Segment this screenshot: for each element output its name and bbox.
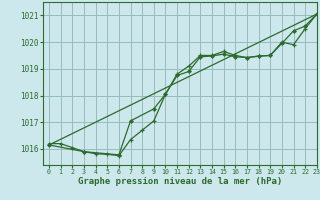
X-axis label: Graphe pression niveau de la mer (hPa): Graphe pression niveau de la mer (hPa) (78, 177, 282, 186)
